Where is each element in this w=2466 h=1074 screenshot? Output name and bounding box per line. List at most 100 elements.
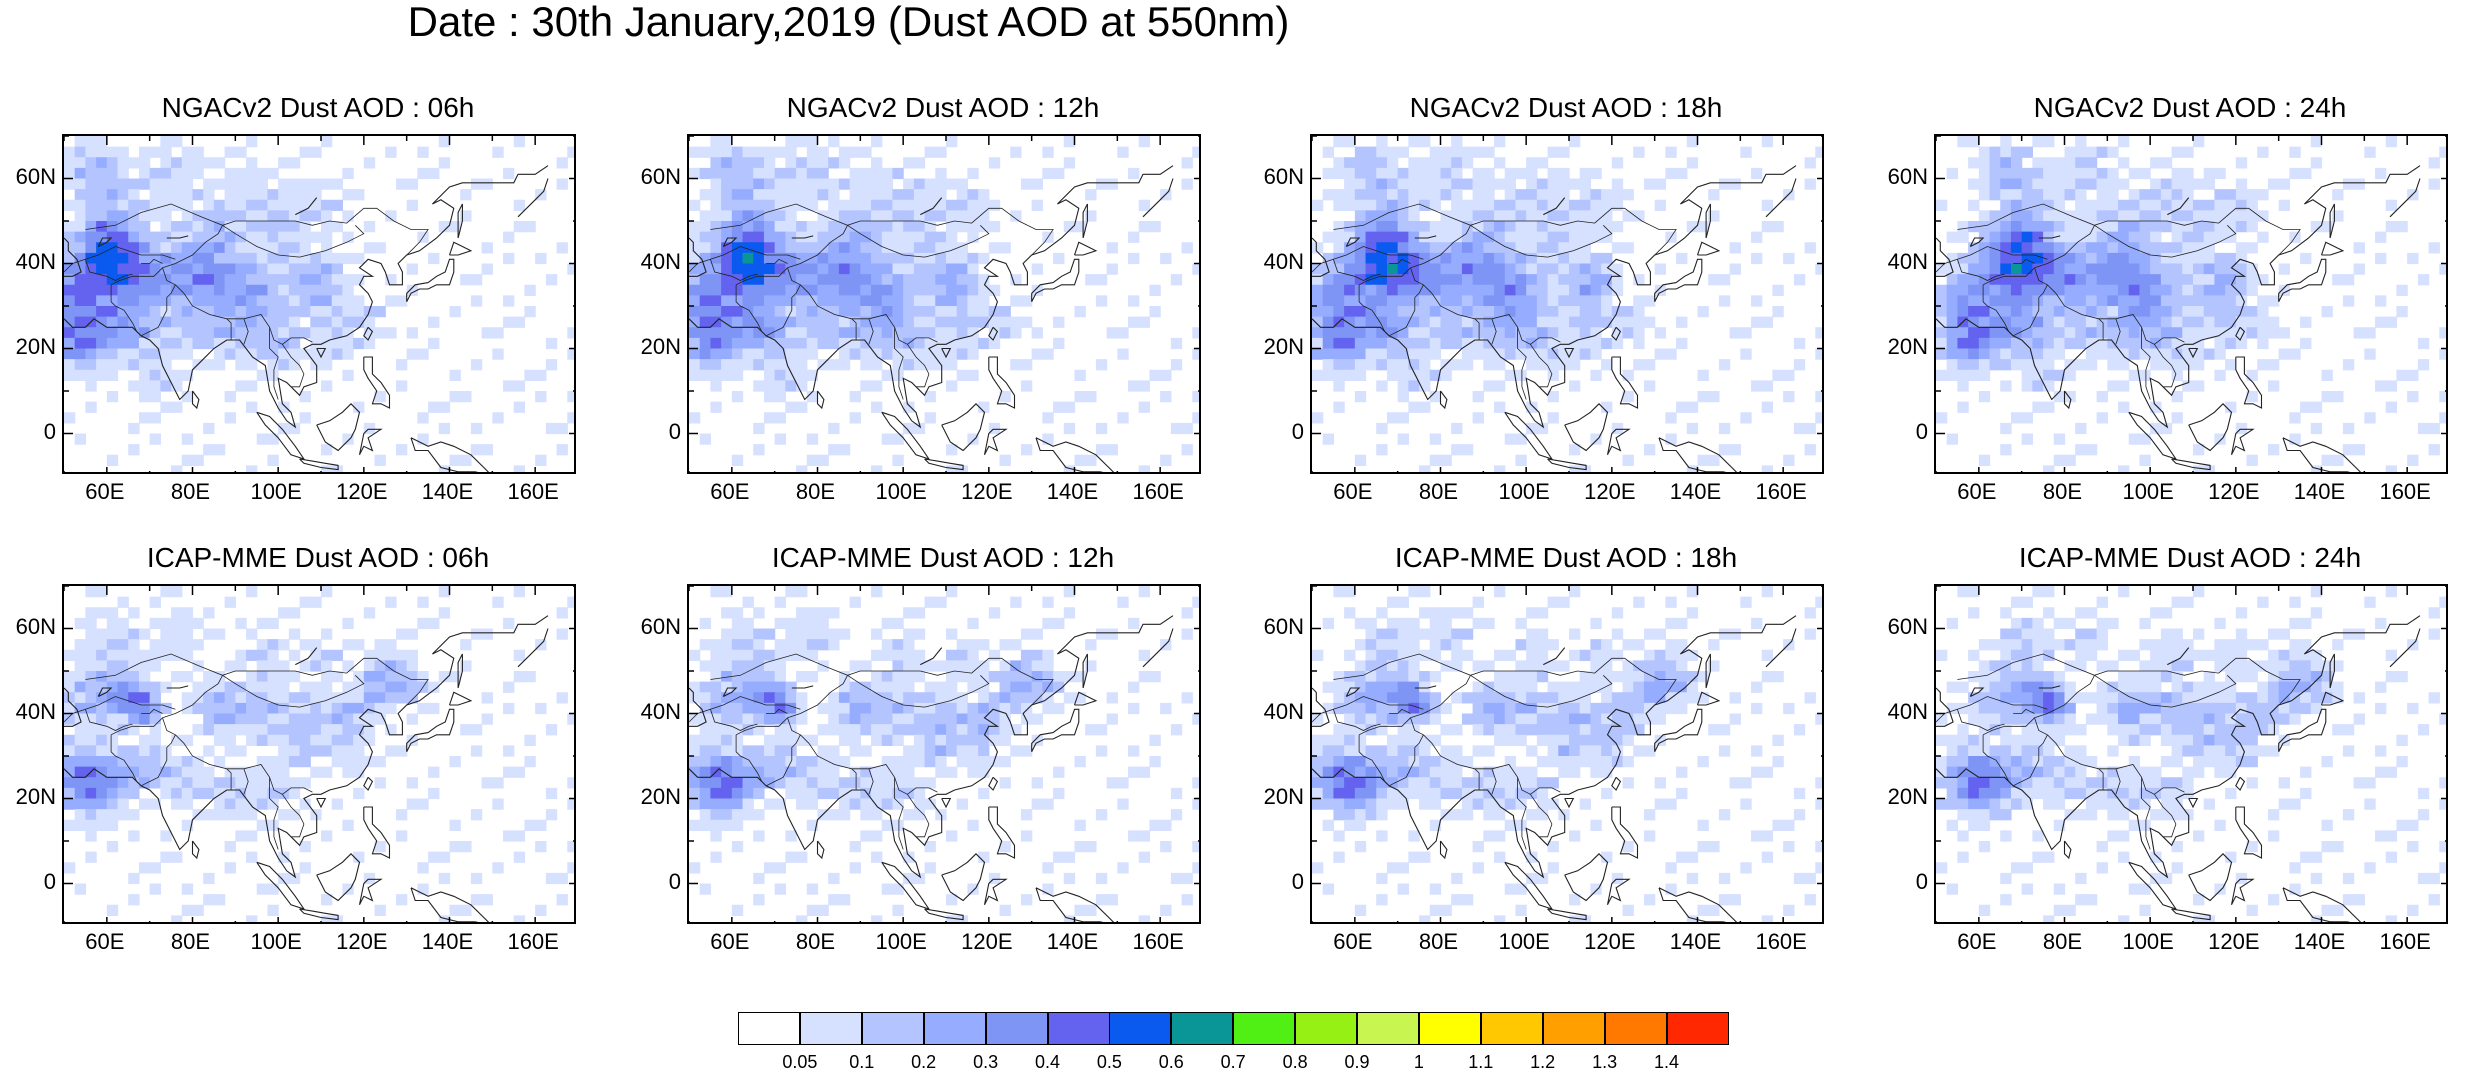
aod-cell: [1139, 586, 1150, 597]
aod-cell: [1676, 317, 1687, 328]
aod-cell: [193, 756, 204, 767]
aod-cell: [764, 200, 775, 211]
aod-cell: [700, 210, 711, 221]
aod-cell: [289, 629, 300, 640]
aod-cell: [839, 703, 850, 714]
aod-cell: [171, 671, 182, 682]
aod-cell: [2032, 274, 2043, 285]
aod-cell: [775, 147, 786, 158]
aod-cell: [1344, 756, 1355, 767]
aod-cell: [128, 756, 139, 767]
aod-cell: [1526, 253, 1537, 264]
aod-cell: [2000, 295, 2011, 306]
aod-cell: [214, 242, 225, 253]
aod-cell: [689, 682, 700, 693]
aod-cell: [743, 317, 754, 328]
panel-title: NGACv2 Dust AOD : 24h: [1930, 92, 2450, 124]
aod-cell: [1483, 200, 1494, 211]
aod-cell: [2129, 210, 2140, 221]
aod-cell: [535, 820, 546, 831]
aod-cell: [1772, 671, 1783, 682]
aod-cell: [743, 639, 754, 650]
aod-cell: [2386, 317, 2397, 328]
aod-cell: [1462, 629, 1473, 640]
aod-cell: [332, 703, 343, 714]
aod-cell: [1430, 618, 1441, 629]
aod-cell: [182, 317, 193, 328]
aod-cell: [246, 253, 257, 264]
aod-cell: [871, 767, 882, 778]
aod-cell: [75, 295, 86, 306]
aod-cell: [96, 682, 107, 693]
aod-cell: [785, 586, 796, 597]
aod-cell: [2065, 285, 2076, 296]
aod-cell: [557, 607, 568, 618]
aod-cell: [2268, 444, 2279, 455]
aod-cell: [203, 274, 214, 285]
aod-cell: [2161, 349, 2172, 360]
aod-cell: [1601, 756, 1612, 767]
aod-cell: [182, 671, 193, 682]
aod-cell: [689, 306, 700, 317]
aod-cell: [128, 788, 139, 799]
aod-cell: [2097, 264, 2108, 275]
aod-cell: [2150, 306, 2161, 317]
aod-cell: [2129, 295, 2140, 306]
aod-cell: [1751, 295, 1762, 306]
lat-tick-label: 60N: [1868, 165, 1928, 189]
aod-cell: [128, 873, 139, 884]
aod-cell: [257, 253, 268, 264]
aod-cell: [96, 692, 107, 703]
aod-cell: [1558, 200, 1569, 211]
aod-cell: [278, 660, 289, 671]
aod-cell: [732, 359, 743, 370]
aod-cell: [721, 370, 732, 381]
aod-cell: [64, 682, 75, 693]
aod-cell: [1192, 714, 1201, 725]
aod-cell: [903, 253, 914, 264]
aod-cell: [396, 359, 407, 370]
aod-cell: [139, 168, 150, 179]
aod-cell: [743, 264, 754, 275]
aod-cell: [225, 745, 236, 756]
aod-cell: [128, 629, 139, 640]
aod-cell: [721, 349, 732, 360]
aod-cell: [182, 884, 193, 895]
aod-cell: [1376, 136, 1387, 147]
aod-cell: [1333, 232, 1344, 243]
aod-cell: [1398, 671, 1409, 682]
aod-cell: [235, 168, 246, 179]
aod-cell: [267, 221, 278, 232]
aod-cell: [1947, 338, 1958, 349]
aod-cell: [1537, 660, 1548, 671]
aod-cell: [1494, 264, 1505, 275]
aod-cell: [1569, 232, 1580, 243]
aod-cell: [882, 703, 893, 714]
lon-tick-label: 60E: [1318, 480, 1388, 504]
aod-cell: [1633, 714, 1644, 725]
coastline: [989, 777, 998, 790]
aod-cell: [903, 660, 914, 671]
aod-cell: [850, 179, 861, 190]
aod-cell: [1590, 285, 1601, 296]
aod-cell: [107, 756, 118, 767]
aod-cell: [1473, 349, 1484, 360]
aod-cell: [871, 465, 882, 474]
aod-cell: [2139, 210, 2150, 221]
aod-cell: [278, 349, 289, 360]
aod-cell: [64, 285, 75, 296]
aod-cell: [957, 189, 968, 200]
aod-cell: [1451, 724, 1462, 735]
aod-cell: [1419, 242, 1430, 253]
aod-cell: [807, 777, 818, 788]
aod-cell: [450, 905, 461, 916]
aod-cell: [807, 168, 818, 179]
aod-cell: [2386, 402, 2397, 413]
aod-cell: [96, 756, 107, 767]
aod-cell: [1751, 745, 1762, 756]
aod-cell: [1537, 242, 1548, 253]
aod-cell: [764, 168, 775, 179]
aod-cell: [1612, 264, 1623, 275]
aod-cell: [257, 884, 268, 895]
aod-cell: [1719, 295, 1730, 306]
